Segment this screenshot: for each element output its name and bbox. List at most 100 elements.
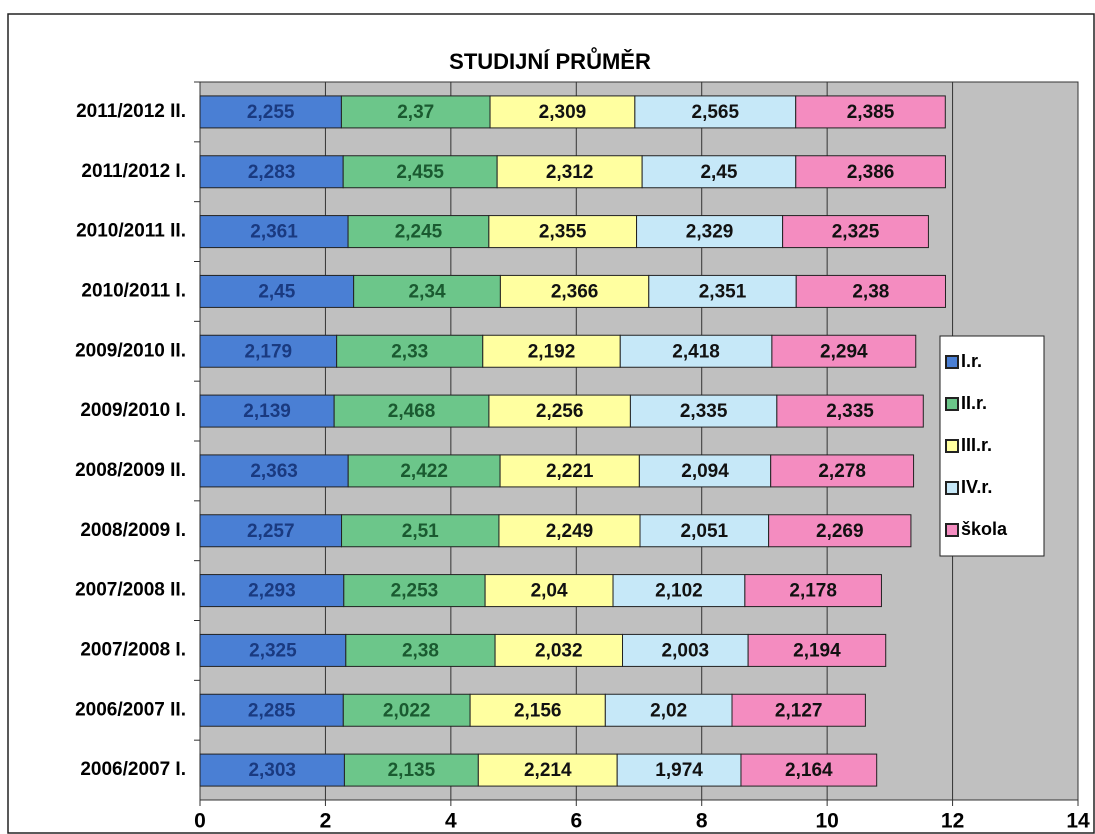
data-label: 2,325 [249, 640, 297, 661]
x-tick-label: 4 [445, 810, 457, 833]
data-label: 2,285 [248, 700, 296, 721]
y-tick-label: 2007/2008 I. [80, 639, 186, 660]
data-label: 2,178 [789, 581, 837, 602]
bar-segment [494, 633, 624, 667]
data-label: 2,335 [826, 401, 874, 422]
data-label: 2,192 [528, 341, 576, 362]
data-label: 2,102 [655, 581, 703, 602]
bar-segment [616, 753, 742, 787]
bar-segment [747, 633, 887, 667]
data-label: 2,164 [785, 760, 833, 781]
data-label: 2,422 [400, 461, 448, 482]
bar-segment [622, 633, 749, 667]
x-tick-label: 2 [320, 810, 332, 833]
data-label: 2,351 [699, 281, 747, 302]
data-label: 2,33 [391, 341, 428, 362]
y-tick-label: 2006/2007 I. [80, 759, 186, 780]
data-label: 2,278 [818, 461, 866, 482]
legend-swatch [945, 481, 959, 495]
bar-segment [199, 394, 335, 428]
bar-segment [347, 215, 490, 249]
bar-segment [353, 274, 501, 308]
bar-segment [499, 274, 650, 308]
bar-segment [638, 454, 772, 488]
y-tick-label: 2011/2012 I. [81, 161, 186, 182]
bar-segment [499, 454, 640, 488]
data-label: 2,385 [847, 102, 895, 123]
data-label: 2,139 [243, 401, 291, 422]
data-label: 2,003 [662, 640, 710, 661]
data-label: 2,325 [832, 222, 880, 243]
bar-segment [199, 753, 345, 787]
bar-segment [199, 95, 342, 129]
bar-segment [795, 155, 946, 189]
data-label: 2,366 [551, 281, 599, 302]
data-label: 2,179 [245, 341, 293, 362]
bar-segment [341, 514, 500, 548]
bar-segment [333, 394, 490, 428]
data-label: 2,38 [402, 640, 439, 661]
data-label: 2,37 [397, 102, 434, 123]
data-label: 2,022 [383, 700, 431, 721]
bar-segment [343, 753, 479, 787]
bar-segment [482, 334, 621, 368]
bar-segment [795, 95, 946, 129]
bar-segment [744, 574, 882, 608]
bar-segment [771, 334, 917, 368]
chart-title: STUDIJNÍ PRŮMĚR [449, 46, 651, 74]
data-label: 2,468 [388, 401, 436, 422]
data-label: 2,214 [524, 760, 572, 781]
bar-segment [604, 693, 733, 727]
bar-segment [342, 693, 471, 727]
bar-segment [336, 334, 484, 368]
bar-segment [629, 394, 778, 428]
data-label: 2,283 [248, 162, 296, 183]
legend-swatch [945, 355, 959, 369]
bar-segment [768, 514, 912, 548]
data-label: 2,355 [539, 222, 587, 243]
data-label: 2,249 [546, 521, 594, 542]
bar-segment [345, 633, 496, 667]
data-label: 2,386 [847, 162, 895, 183]
bar-segment [199, 574, 345, 608]
legend-label: IV.r. [961, 477, 992, 497]
data-label: 2,309 [539, 102, 587, 123]
data-label: 2,303 [248, 760, 296, 781]
bar-segment [488, 394, 631, 428]
bar-segment [648, 274, 797, 308]
y-tick-label: 2011/2012 II. [76, 101, 186, 122]
data-label: 2,45 [258, 281, 295, 302]
legend-swatch [945, 439, 959, 453]
data-label: 2,565 [692, 102, 740, 123]
x-tick-label: 14 [1066, 810, 1090, 833]
data-label: 2,257 [247, 521, 295, 542]
data-label: 2,363 [250, 461, 298, 482]
data-label: 2,256 [536, 401, 584, 422]
data-label: 2,094 [681, 461, 729, 482]
bar-segment [619, 334, 773, 368]
data-label: 2,418 [672, 341, 720, 362]
bar-segment [488, 215, 638, 249]
legend-label: škola [961, 519, 1008, 539]
bar-segment [498, 514, 641, 548]
bar-segment [484, 574, 614, 608]
data-label: 2,127 [775, 700, 823, 721]
bar-segment [199, 693, 344, 727]
data-label: 2,269 [816, 521, 864, 542]
data-label: 2,361 [250, 222, 298, 243]
x-tick-label: 8 [696, 810, 708, 833]
bar-segment [199, 334, 338, 368]
legend-swatch [945, 397, 959, 411]
bar-segment [199, 274, 355, 308]
bar-segment [199, 155, 344, 189]
y-tick-label: 2008/2009 I. [80, 520, 186, 541]
data-label: 2,293 [248, 581, 296, 602]
y-tick-label: 2007/2008 II. [75, 580, 186, 601]
data-label: 2,051 [681, 521, 729, 542]
data-label: 2,245 [395, 222, 443, 243]
plot-area [199, 81, 1079, 801]
data-label: 2,45 [700, 162, 737, 183]
bar-segment [496, 155, 643, 189]
data-label: 2,51 [402, 521, 439, 542]
